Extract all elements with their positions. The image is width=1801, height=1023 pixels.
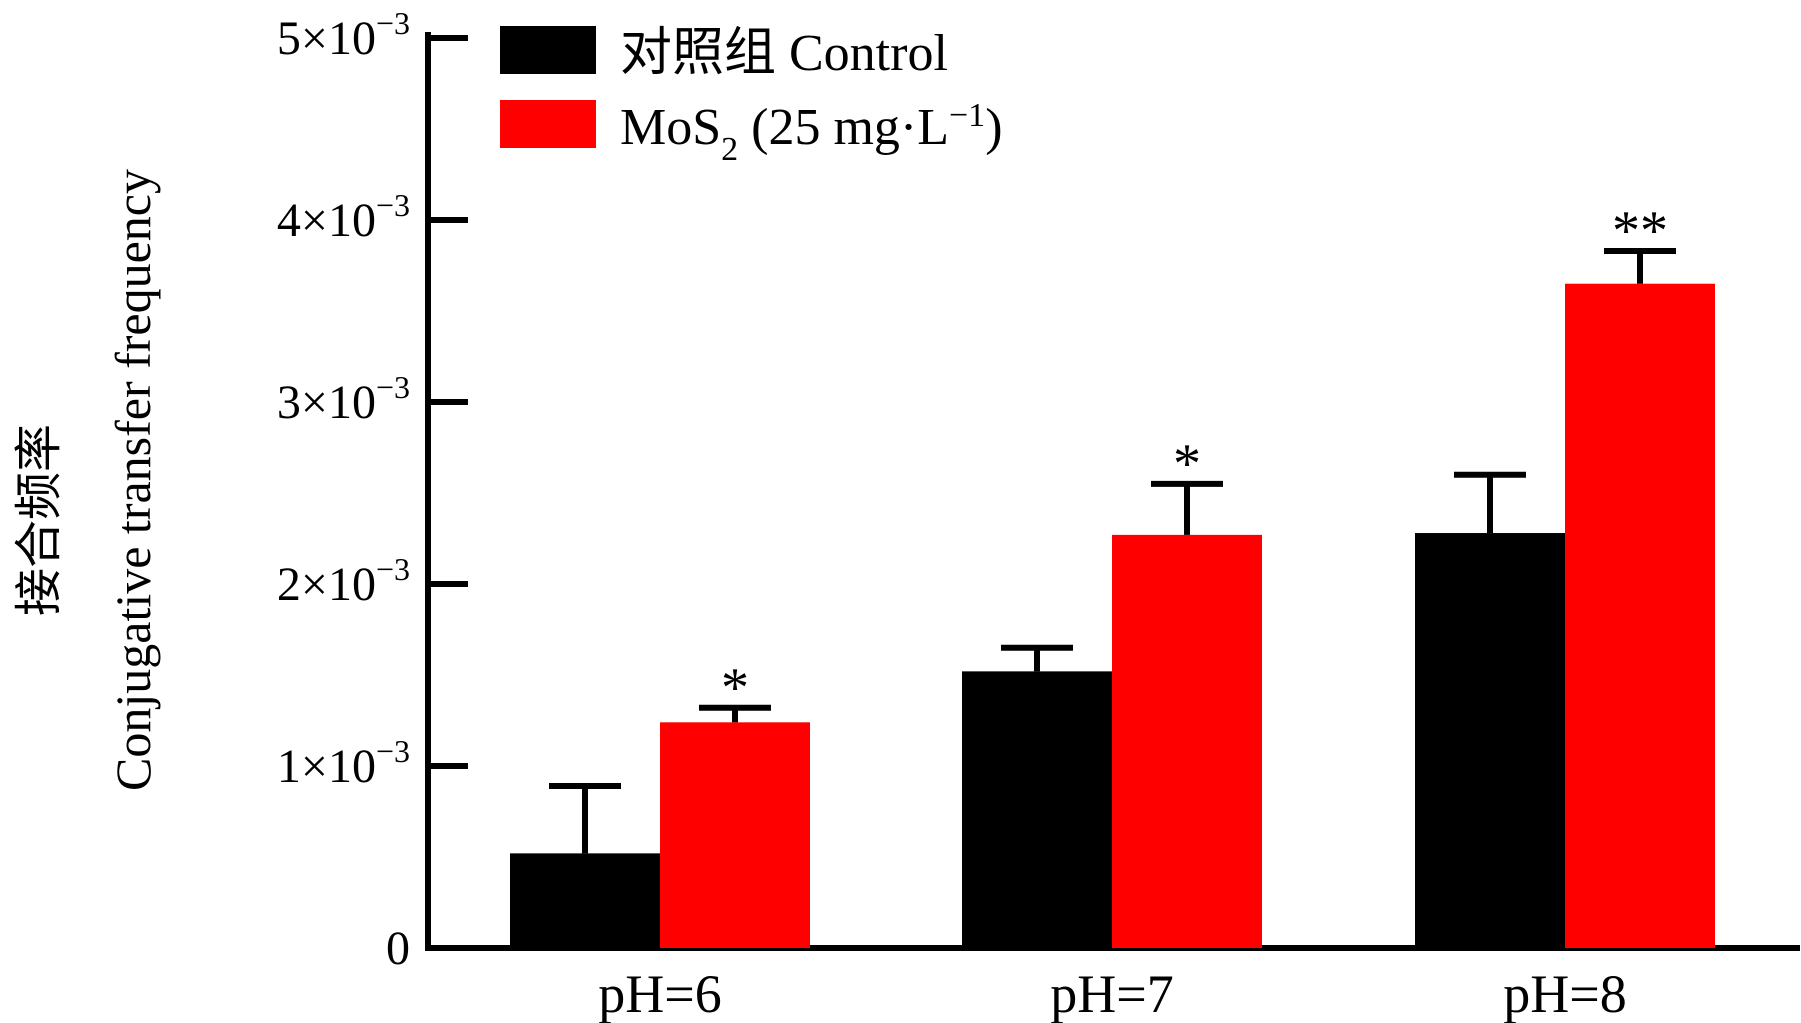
bar (510, 853, 660, 948)
x-tick-label: pH=8 (1503, 964, 1626, 1023)
bar (1565, 283, 1715, 948)
legend-label-control: 对照组 Control (620, 25, 948, 82)
significance-marker: * (1173, 433, 1201, 495)
legend-swatch-control (500, 26, 596, 74)
y-tick-label: 4×10−3 (277, 187, 410, 247)
legend-label-mos2: MoS2 (25 mg·L−1) (620, 97, 1003, 168)
y-tick-label: 3×10−3 (277, 369, 410, 429)
x-tick-label: pH=7 (1050, 964, 1173, 1023)
legend-swatch-mos2 (500, 100, 596, 148)
y-tick-label: 1×10−3 (277, 733, 410, 793)
error-bars-group (549, 247, 1676, 854)
significance-marker: ** (1612, 200, 1668, 262)
y-tick-label: 2×10−3 (277, 551, 410, 611)
bar (1112, 534, 1262, 948)
significance-marker: * (721, 657, 749, 719)
bar (1415, 533, 1565, 948)
y-axis-ticks: 0 1×10−3 2×10−3 3×10−3 4×10−3 5×10−3 (277, 5, 468, 975)
y-tick-label: 5×10−3 (277, 5, 410, 65)
y-axis-title: Conjugative transfer frequency (105, 169, 161, 791)
x-tick-label: pH=6 (598, 964, 721, 1023)
bar (962, 671, 1112, 948)
x-axis-tick-labels: pH=6 pH=7 pH=8 (598, 964, 1626, 1023)
significance-markers: **** (721, 200, 1668, 719)
y-tick-label: 0 (386, 922, 410, 975)
y-axis-title-chinese: 接合频率 (13, 424, 66, 616)
bar (660, 722, 810, 948)
bars-group (510, 283, 1715, 948)
legend: 对照组 Control MoS2 (25 mg·L−1) (500, 25, 1003, 168)
